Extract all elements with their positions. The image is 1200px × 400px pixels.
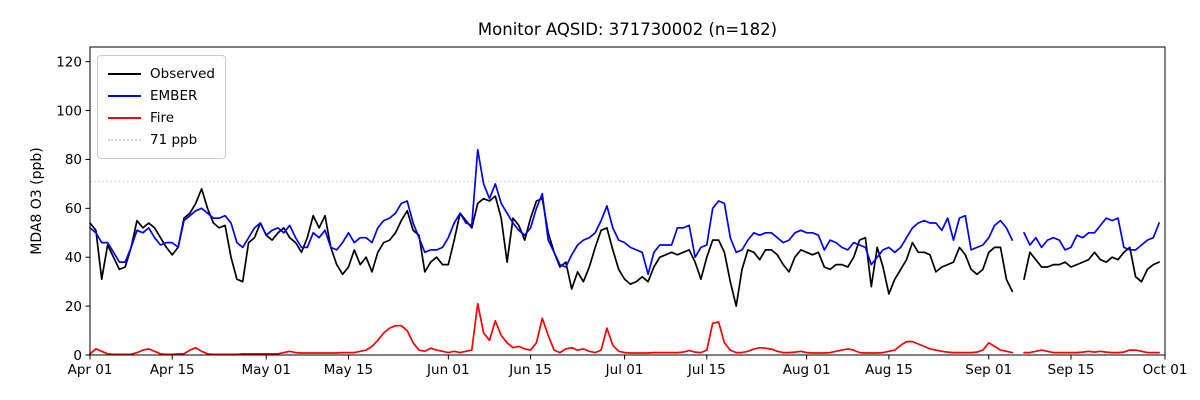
x-tick-label: Jul 01 (605, 362, 644, 378)
legend-label-fire: Fire (150, 110, 175, 126)
legend-row-threshold: 71 ppb (108, 129, 215, 151)
observed-line (89, 187, 1160, 307)
ember-line (89, 148, 1160, 276)
x-tick-label: Aug 15 (865, 362, 913, 378)
y-tick-label: 60 (65, 201, 82, 217)
x-tick-label: Oct 01 (1143, 362, 1188, 378)
x-tick-label: Apr 01 (68, 362, 113, 378)
observed-line-swatch (108, 73, 141, 75)
legend-row-ember: EMBER (108, 85, 215, 107)
y-tick-label: 100 (56, 103, 82, 119)
x-tick-label: Jun 15 (508, 362, 552, 378)
chart-title: Monitor AQSID: 371730002 (n=182) (477, 20, 778, 39)
y-axis-label: MDA8 O3 (ppb) (29, 147, 45, 255)
legend: Observed EMBER Fire 71 ppb (97, 55, 226, 159)
x-tick-label: May 01 (242, 362, 291, 378)
fire-line (89, 302, 1160, 356)
axes-border (89, 46, 1166, 356)
x-tick-label: Jul 15 (687, 362, 726, 378)
x-tick-label: May 15 (324, 362, 373, 378)
legend-label-observed: Observed (150, 66, 215, 82)
x-tick-label: Sep 01 (965, 362, 1012, 378)
y-tick-label: 80 (65, 152, 82, 168)
x-tick-label: Apr 15 (150, 362, 195, 378)
x-tick-label: Jun 01 (426, 362, 470, 378)
x-tick-label: Aug 01 (783, 362, 831, 378)
x-tick-label: Sep 15 (1048, 362, 1095, 378)
legend-row-fire: Fire (108, 107, 215, 129)
y-tick-label: 20 (65, 299, 82, 315)
y-tick-label: 40 (65, 250, 82, 266)
y-tick-label: 0 (73, 348, 82, 364)
legend-label-ember: EMBER (150, 88, 198, 104)
legend-row-observed: Observed (108, 63, 215, 85)
legend-label-threshold: 71 ppb (150, 132, 198, 148)
threshold-line-swatch (108, 139, 141, 141)
ember-line-swatch (108, 95, 141, 97)
y-tick-label: 120 (56, 54, 82, 70)
fire-line-swatch (108, 117, 141, 119)
